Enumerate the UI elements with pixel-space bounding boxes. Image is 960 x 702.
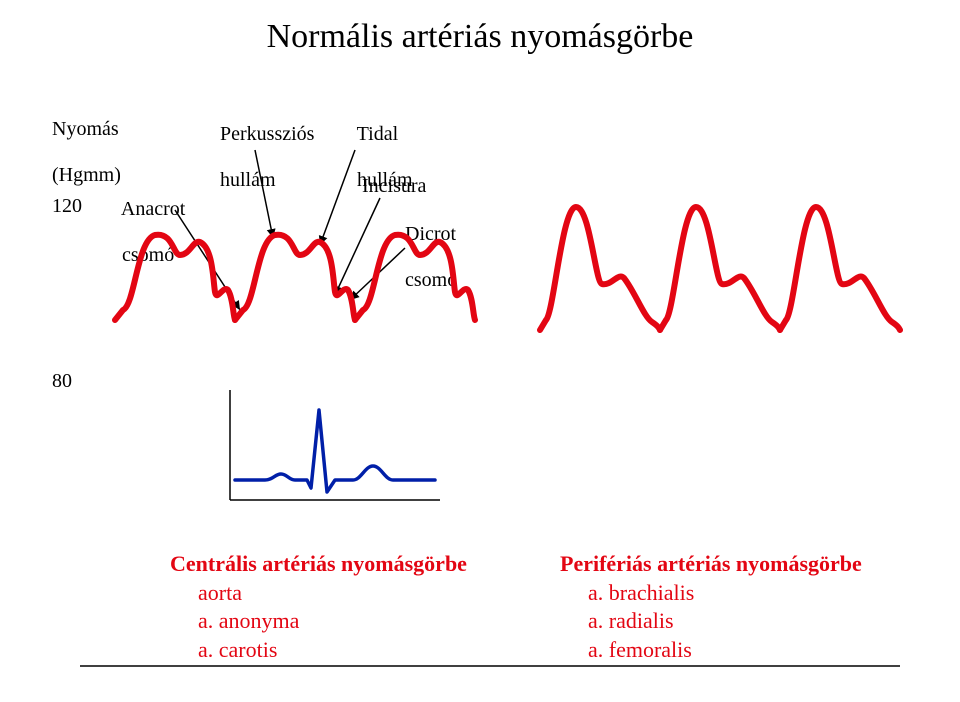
legend-central: Centrális artériás nyomásgörbe aorta a. … xyxy=(170,550,467,664)
legend-peripheral-l3: a. femoralis xyxy=(588,636,862,665)
ecg-inset xyxy=(220,380,460,520)
legend-peripheral-l2: a. radialis xyxy=(588,607,862,636)
peripheral-waveform xyxy=(540,322,940,522)
legend-peripheral-heading: Perifériás artériás nyomásgörbe xyxy=(560,550,862,579)
legend-peripheral-l1: a. brachialis xyxy=(588,579,862,608)
legend-central-l3: a. carotis xyxy=(198,636,467,665)
legend-central-heading: Centrális artériás nyomásgörbe xyxy=(170,550,467,579)
legend-central-l2: a. anonyma xyxy=(198,607,467,636)
legend-central-l1: aorta xyxy=(198,579,467,608)
legend-peripheral: Perifériás artériás nyomásgörbe a. brach… xyxy=(560,550,862,664)
baseline xyxy=(80,665,900,669)
